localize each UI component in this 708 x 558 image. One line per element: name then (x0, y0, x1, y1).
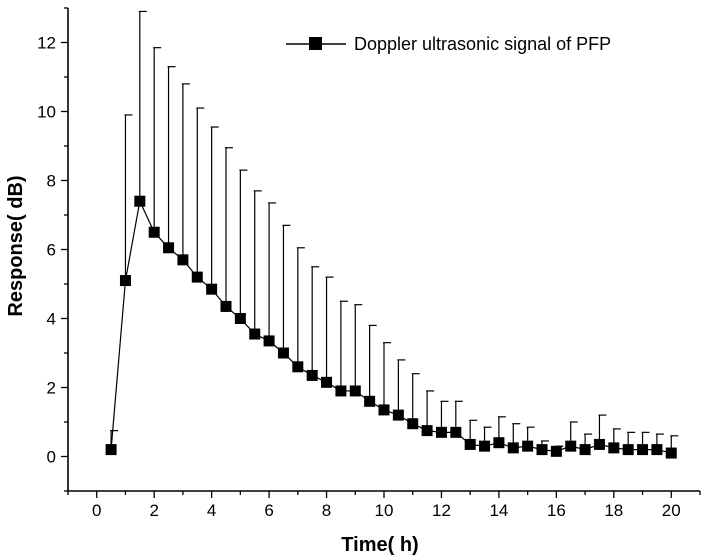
data-point (608, 442, 620, 454)
legend-marker (309, 37, 322, 50)
data-point (622, 444, 634, 456)
series-line-group (110, 199, 672, 454)
y-tick-label: 0 (47, 448, 56, 467)
data-point (651, 444, 663, 456)
data-point (364, 395, 376, 407)
data-point (306, 369, 318, 381)
data-point (464, 438, 476, 450)
y-tick-label: 8 (47, 172, 56, 191)
axes (67, 8, 700, 492)
data-point (220, 300, 232, 312)
data-point (507, 442, 519, 454)
data-point (292, 361, 304, 373)
data-point (177, 254, 189, 266)
x-tick-label: 14 (489, 501, 508, 520)
data-point (277, 347, 289, 359)
data-point (421, 425, 433, 437)
data-point (479, 440, 491, 452)
data-point (119, 275, 131, 287)
y-tick-label: 6 (47, 241, 56, 260)
x-tick-label: 4 (207, 501, 216, 520)
data-point (263, 335, 275, 347)
y-tick-label: 12 (37, 34, 56, 53)
data-point (665, 447, 677, 459)
data-point (637, 444, 649, 456)
data-point (378, 404, 390, 416)
data-point (105, 444, 117, 456)
y-ticks: 0 2 4 6 8 10 12 (37, 7, 68, 492)
x-tick-label: 20 (662, 501, 681, 520)
data-point (134, 195, 146, 207)
data-point (407, 418, 419, 430)
x-tick-label: 16 (547, 501, 566, 520)
x-ticks: 0 2 4 6 8 10 12 14 16 18 20 (67, 491, 701, 520)
x-tick-label: 6 (264, 501, 273, 520)
data-point (550, 445, 562, 457)
data-point (435, 426, 447, 438)
series-markers (105, 195, 677, 459)
data-point (234, 313, 246, 324)
data-point (163, 242, 175, 254)
data-point (148, 226, 160, 238)
data-point (392, 409, 404, 421)
data-point (249, 328, 261, 340)
data-point (493, 437, 505, 449)
data-point (565, 440, 577, 452)
y-tick-label: 4 (47, 310, 56, 329)
y-axis-title: Response( dB) (5, 175, 27, 316)
data-point (593, 438, 605, 450)
y-tick-label: 10 (37, 103, 56, 122)
x-tick-label: 12 (432, 501, 451, 520)
data-point (335, 385, 347, 397)
legend-label: Doppler ultrasonic signal of PFP (354, 34, 611, 54)
x-tick-label: 0 (92, 501, 101, 520)
legend: Doppler ultrasonic signal of PFP (286, 34, 611, 54)
data-point (579, 444, 591, 456)
data-point (450, 426, 462, 438)
x-tick-label: 2 (149, 501, 158, 520)
x-tick-label: 18 (604, 501, 623, 520)
data-point (536, 444, 548, 456)
x-tick-label: 10 (375, 501, 394, 520)
data-point (321, 376, 333, 388)
data-point (522, 440, 534, 452)
series-line (110, 199, 672, 454)
error-bars (110, 10, 679, 454)
data-point (206, 283, 218, 295)
x-axis-title: Time( h) (341, 534, 418, 556)
data-point (349, 385, 361, 397)
data-point (191, 271, 203, 283)
y-tick-label: 2 (47, 379, 56, 398)
x-tick-label: 8 (322, 501, 331, 520)
